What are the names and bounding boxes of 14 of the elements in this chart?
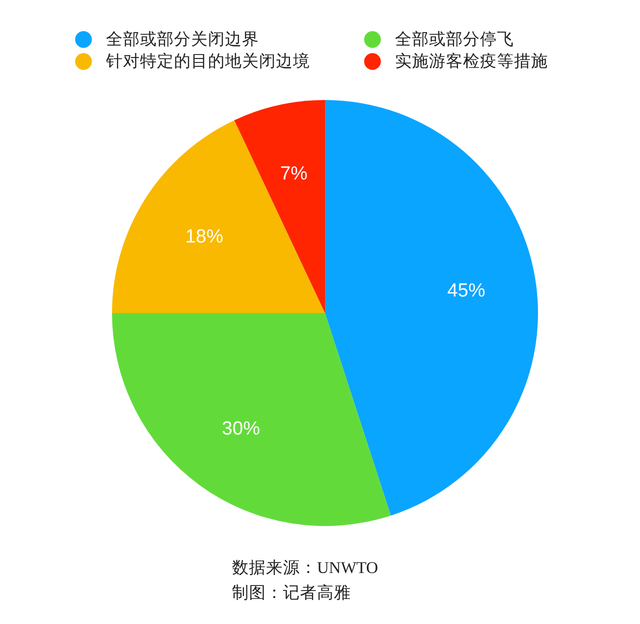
- pie-slice: [112, 313, 391, 526]
- data-label: 7%: [280, 163, 308, 184]
- data-label: 18%: [185, 226, 224, 248]
- legend-label: 针对特定的目的地关闭边境: [105, 52, 310, 70]
- source-note: 数据来源：UNWTO: [232, 558, 378, 577]
- text: 制图：记者高雅: [232, 583, 351, 602]
- legend-label: 全部或部分停飞: [395, 30, 514, 48]
- data-label: 45%: [447, 280, 486, 302]
- legend-label: 全部或部分关闭边界: [106, 30, 259, 48]
- pie-slice: [234, 100, 325, 313]
- pie-slice: [112, 120, 325, 313]
- legend-label: 实施游客检疫等措施: [395, 52, 548, 70]
- pie-slice: [325, 100, 538, 516]
- data-label: 30%: [222, 418, 260, 440]
